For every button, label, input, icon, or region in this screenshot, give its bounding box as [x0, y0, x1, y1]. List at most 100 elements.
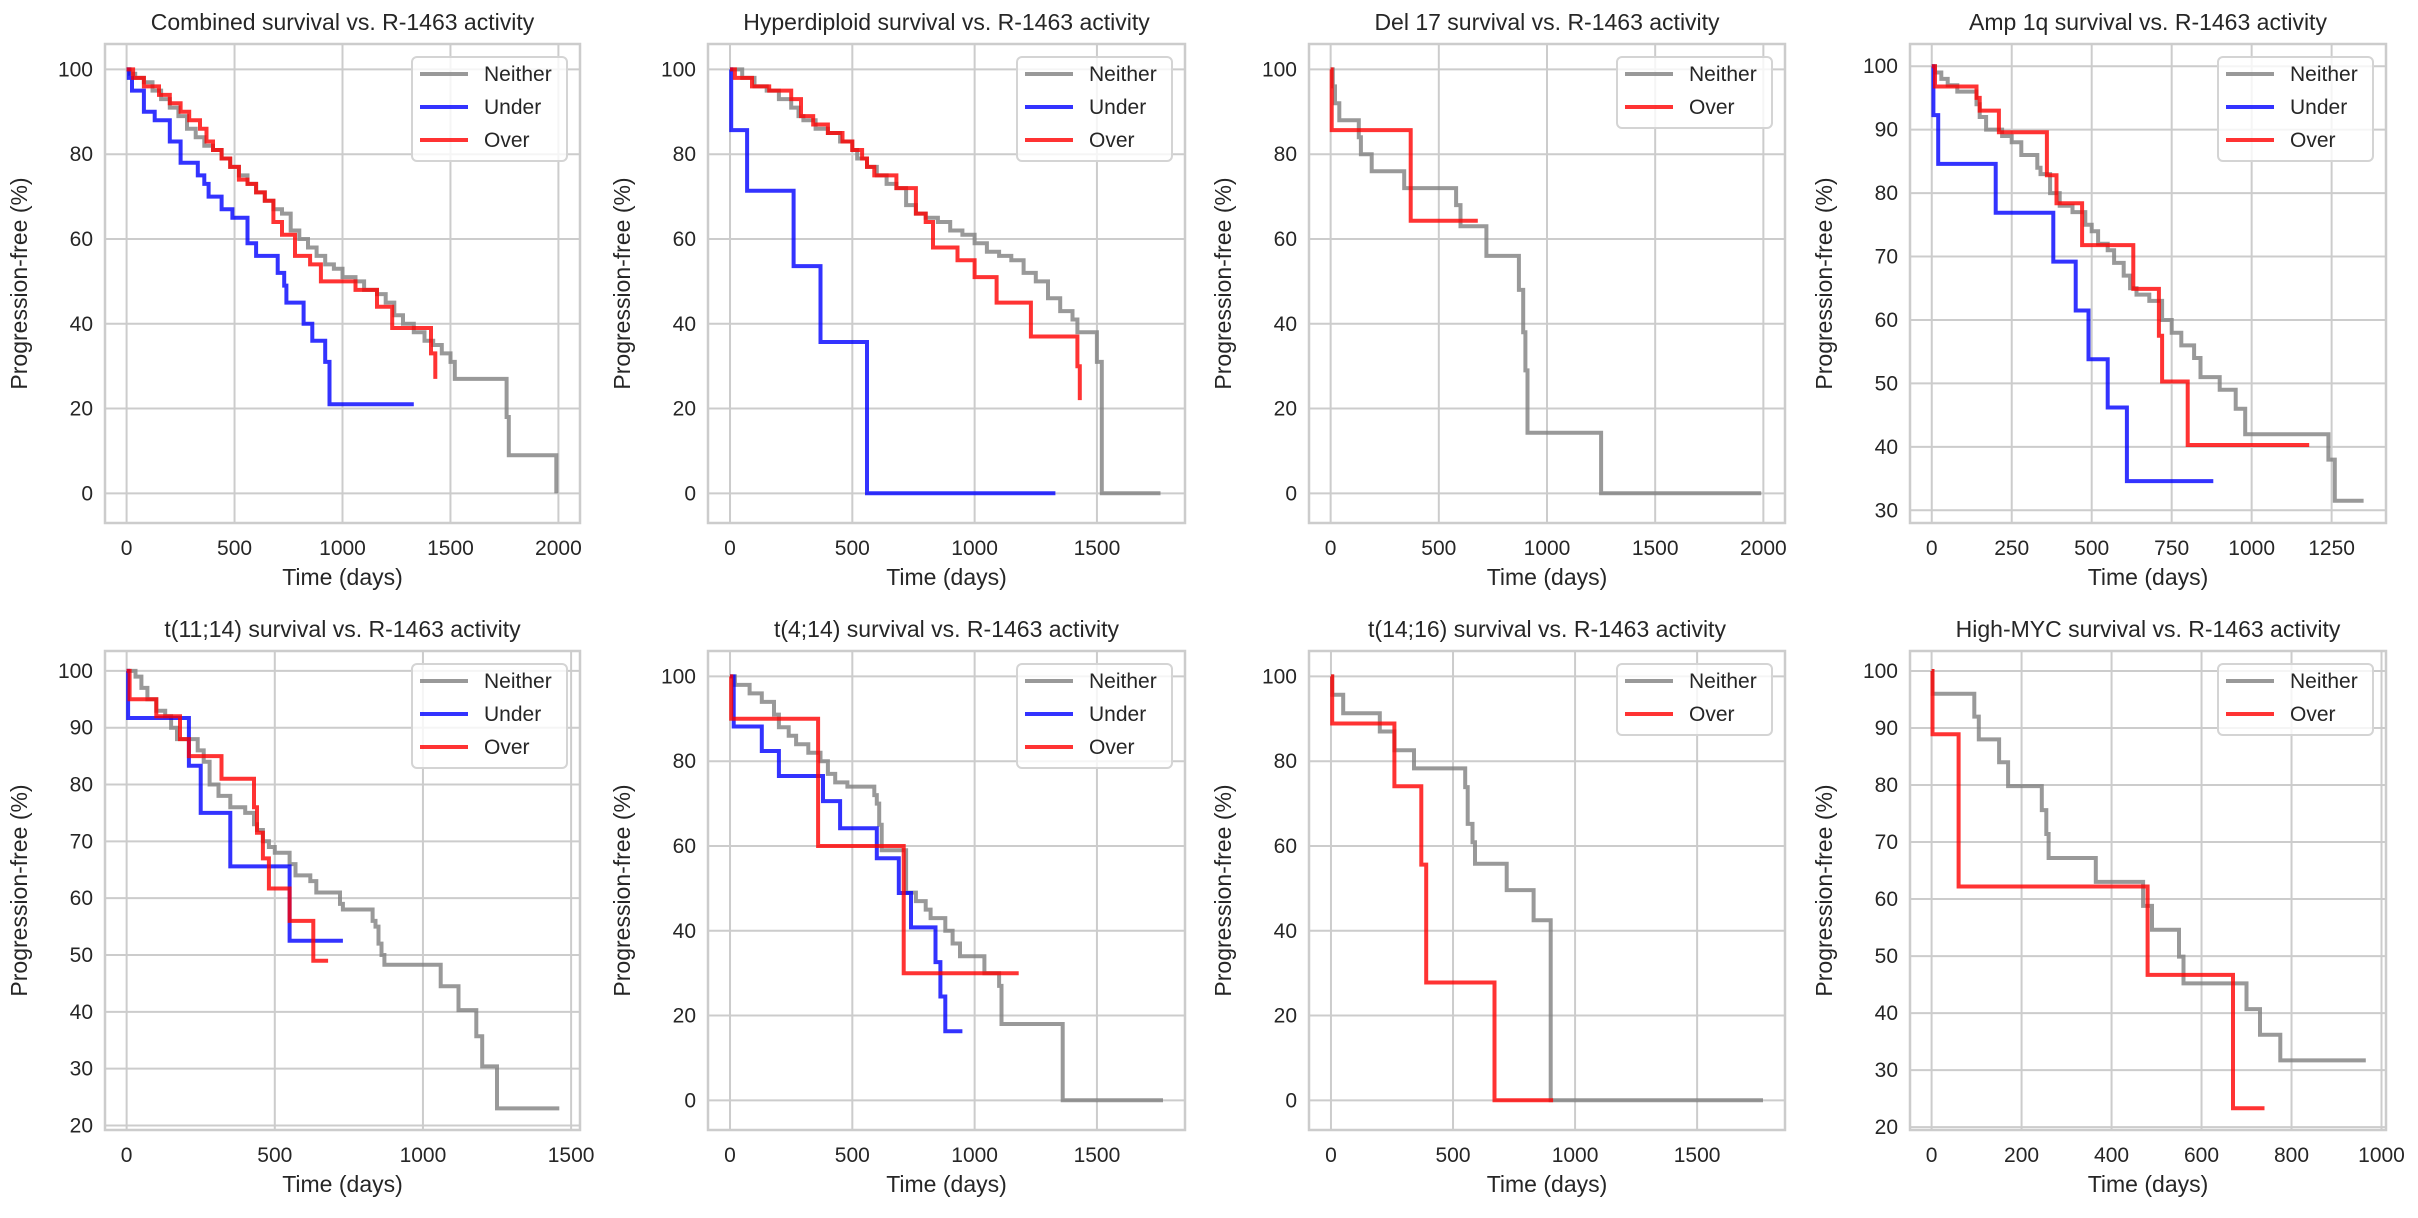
- survival-curve-under: [126, 67, 414, 407]
- y-tick-label: 80: [673, 750, 696, 773]
- legend-label-under: Under: [2290, 96, 2347, 119]
- x-axis-label: Time (days): [282, 1171, 403, 1197]
- y-tick-label: 40: [1274, 313, 1297, 336]
- chart-title: Amp 1q survival vs. R-1463 activity: [1969, 9, 2327, 35]
- x-tick-label: 500: [1435, 1144, 1470, 1167]
- y-tick-label: 80: [1274, 750, 1297, 773]
- curves: [126, 67, 559, 494]
- legend-label-over: Over: [1089, 129, 1135, 152]
- y-tick-label: 80: [70, 774, 93, 797]
- y-axis-label: Progression-free (%): [1210, 784, 1236, 996]
- legend-label-under: Under: [484, 96, 541, 119]
- legend-label-over: Over: [2290, 703, 2336, 726]
- legend-box: [2217, 56, 2374, 162]
- y-tick-label: 50: [1875, 372, 1898, 395]
- axes-frame: [706, 649, 1187, 1132]
- y-tick-label: 40: [70, 313, 93, 336]
- chart-title: t(4;14) survival vs. R-1463 activity: [774, 616, 1120, 642]
- y-tick-label: 100: [661, 58, 696, 81]
- x-tick-label: 2000: [535, 537, 582, 560]
- survival-curve-over: [729, 674, 1019, 976]
- legend-box: [1016, 56, 1173, 162]
- x-tick-label: 0: [1926, 537, 1938, 560]
- survival-curve-over: [1931, 64, 2310, 447]
- survival-curve-under: [730, 674, 963, 1034]
- y-tick-label: 0: [684, 482, 696, 505]
- y-tick-label: 100: [1262, 58, 1297, 81]
- x-axis-label: Time (days): [282, 564, 403, 590]
- survival-curve-under: [1931, 64, 2214, 484]
- legend: Neither Under Over: [411, 56, 568, 162]
- legend-label-neither: Neither: [1689, 63, 1757, 86]
- chart-panel-7: 0 500 1000 1500 0 20 40 60 80 100 t(14;16) surviva…: [1210, 616, 1787, 1197]
- chart-panel-4: 0 250 500 750 1000 1250 30 40 50 60 70 80 90 100 Amp 1…: [1811, 9, 2388, 590]
- x-tick-label: 1000: [951, 1144, 998, 1167]
- legend: Neither Under Over: [1016, 56, 1173, 162]
- x-tick-label: 400: [2094, 1144, 2129, 1167]
- legend: Neither Under Over: [1016, 663, 1173, 769]
- chart-panel-6: 0 500 1000 1500 0 20 40 60 80 100 t(4;14) survival…: [609, 616, 1187, 1197]
- curves: [1330, 674, 1763, 1103]
- legend-label-neither: Neither: [484, 63, 552, 86]
- y-tick-label: 30: [1875, 499, 1898, 522]
- axes-frame: [1307, 42, 1787, 525]
- y-tick-label: 100: [1262, 665, 1297, 688]
- legend-label-neither: Neither: [1089, 63, 1157, 86]
- chart-panel-8: 0 200 400 600 800 1000 20 30 40 50 60 70 80 90 100 High…: [1811, 616, 2405, 1197]
- x-tick-label: 500: [2074, 537, 2109, 560]
- survival-curve-neither: [1330, 674, 1763, 1103]
- x-tick-label: 500: [257, 1144, 292, 1167]
- y-tick-label: 0: [81, 482, 93, 505]
- legend-label-neither: Neither: [1689, 670, 1757, 693]
- x-tick-label: 1500: [427, 537, 474, 560]
- y-tick-label: 60: [673, 835, 696, 858]
- legend-label-over: Over: [2290, 129, 2336, 152]
- y-tick-label: 70: [70, 830, 93, 853]
- x-tick-label: 0: [1325, 1144, 1337, 1167]
- y-tick-label: 60: [1875, 309, 1898, 332]
- y-tick-label: 20: [1274, 398, 1297, 421]
- curves: [729, 674, 1163, 1103]
- legend-label-under: Under: [484, 703, 541, 726]
- y-tick-label: 60: [1274, 835, 1297, 858]
- y-tick-label: 40: [1875, 1002, 1898, 1025]
- survival-curve-over: [730, 67, 1082, 401]
- legend-label-neither: Neither: [2290, 670, 2358, 693]
- x-tick-label: 500: [835, 1144, 870, 1167]
- x-axis-label: Time (days): [2088, 1171, 2209, 1197]
- chart-title: High-MYC survival vs. R-1463 activity: [1956, 616, 2341, 642]
- survival-curve-neither: [126, 668, 560, 1111]
- y-tick-label: 100: [58, 58, 93, 81]
- y-tick-label: 30: [1875, 1059, 1898, 1082]
- x-tick-label: 0: [121, 537, 133, 560]
- x-tick-label: 1000: [951, 537, 998, 560]
- legend-box: [411, 663, 568, 769]
- y-tick-label: 20: [1274, 1005, 1297, 1028]
- curves: [729, 67, 1161, 496]
- legend-label-under: Under: [1089, 703, 1146, 726]
- x-tick-label: 1500: [1074, 537, 1121, 560]
- y-tick-label: 60: [1274, 228, 1297, 251]
- y-axis-label: Progression-free (%): [6, 784, 32, 996]
- y-tick-label: 20: [1875, 1116, 1898, 1139]
- curves: [126, 668, 560, 1111]
- y-tick-label: 90: [1875, 717, 1898, 740]
- legend-label-over: Over: [484, 129, 530, 152]
- legend-label-neither: Neither: [1089, 670, 1157, 693]
- survival-curve-neither: [730, 67, 1161, 496]
- x-tick-label: 1000: [2228, 537, 2275, 560]
- legend-label-under: Under: [1089, 96, 1146, 119]
- x-tick-label: 500: [835, 537, 870, 560]
- y-tick-label: 20: [70, 398, 93, 421]
- x-tick-label: 0: [724, 537, 736, 560]
- legend: Neither Under Over: [411, 663, 568, 769]
- y-axis-label: Progression-free (%): [6, 177, 32, 389]
- x-axis-label: Time (days): [886, 1171, 1007, 1197]
- x-tick-label: 1000: [400, 1144, 447, 1167]
- chart-panel-5: 0 500 1000 1500 20 30 40 50 60 70 80 90 100 t(11;14) …: [6, 616, 594, 1197]
- x-tick-label: 1250: [2308, 537, 2355, 560]
- legend-label-neither: Neither: [2290, 63, 2358, 86]
- x-tick-label: 0: [121, 1144, 133, 1167]
- y-tick-label: 40: [1875, 436, 1898, 459]
- curves: [1931, 64, 2364, 503]
